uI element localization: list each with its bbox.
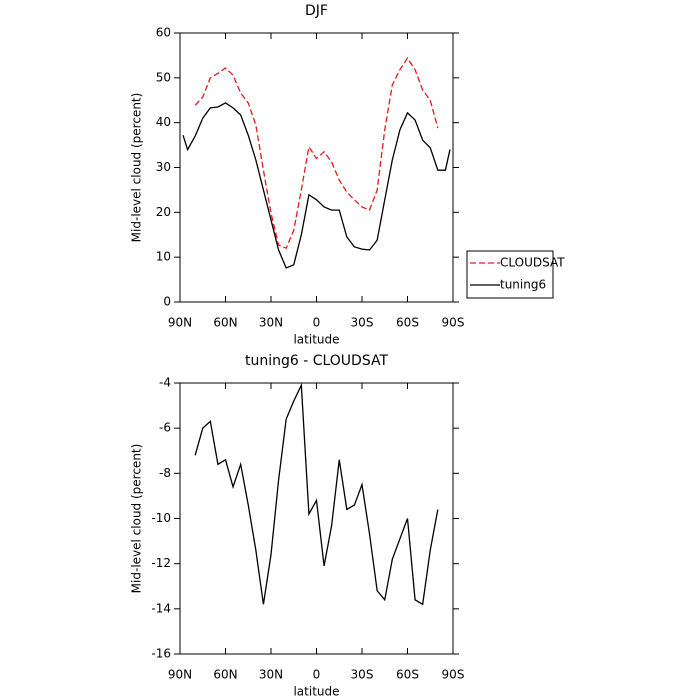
y-tick-label: -12 — [151, 556, 171, 570]
x-tick-label: 60N — [213, 316, 237, 330]
plot-frame — [179, 32, 454, 303]
x-axis-label: latitude — [293, 333, 339, 347]
x-tick-label: 30N — [259, 668, 283, 682]
y-tick-label: -16 — [151, 647, 171, 661]
x-tick-label: 60N — [213, 668, 237, 682]
y-tick-label: -10 — [151, 511, 171, 525]
y-tick-label: 20 — [156, 205, 171, 219]
legend-label: CLOUDSAT — [500, 256, 565, 270]
y-tick-label: 60 — [156, 26, 171, 40]
x-tick-label: 60S — [396, 668, 419, 682]
x-tick-label: 30S — [351, 316, 374, 330]
y-axis-label: Mid-level cloud (percent) — [130, 93, 144, 243]
data-line — [194, 56, 439, 250]
y-tick-label: -14 — [151, 601, 171, 615]
x-tick-label: 90N — [168, 316, 192, 330]
y-tick-label: -4 — [159, 376, 171, 390]
y-tick-label: 10 — [156, 250, 171, 264]
x-tick-label: 60S — [396, 316, 419, 330]
x-tick-label: 30N — [259, 316, 283, 330]
y-tick-label: -8 — [159, 466, 171, 480]
data-line — [182, 102, 451, 269]
x-tick-label: 30S — [351, 668, 374, 682]
plot-frame — [179, 382, 454, 655]
y-tick-label: 50 — [156, 70, 171, 84]
data-line — [194, 382, 439, 606]
y-axis-label: Mid-level cloud (percent) — [130, 444, 144, 594]
x-tick-label: 90S — [442, 316, 465, 330]
x-tick-label: 90S — [442, 668, 465, 682]
chart-title: DJF — [305, 3, 328, 19]
x-axis-label: latitude — [293, 685, 339, 699]
x-tick-label: 0 — [313, 316, 321, 330]
legend-label: tuning6 — [500, 278, 546, 292]
y-tick-label: -6 — [159, 421, 171, 435]
chart-title: tuning6 - CLOUDSAT — [245, 353, 389, 369]
y-tick-label: 40 — [156, 115, 171, 129]
y-tick-label: 30 — [156, 160, 171, 174]
x-tick-label: 0 — [313, 668, 321, 682]
x-tick-label: 90N — [168, 668, 192, 682]
y-tick-label: 0 — [163, 295, 171, 309]
legend-frame — [466, 250, 554, 299]
